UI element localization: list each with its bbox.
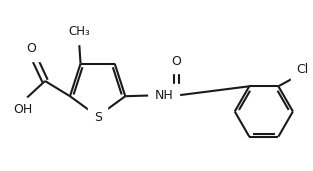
Text: CH₃: CH₃ bbox=[68, 25, 90, 38]
Text: O: O bbox=[172, 55, 182, 68]
Text: Cl: Cl bbox=[296, 63, 309, 76]
Text: O: O bbox=[26, 42, 36, 55]
Text: NH: NH bbox=[154, 89, 173, 102]
Text: OH: OH bbox=[13, 103, 33, 116]
Text: S: S bbox=[94, 110, 102, 123]
